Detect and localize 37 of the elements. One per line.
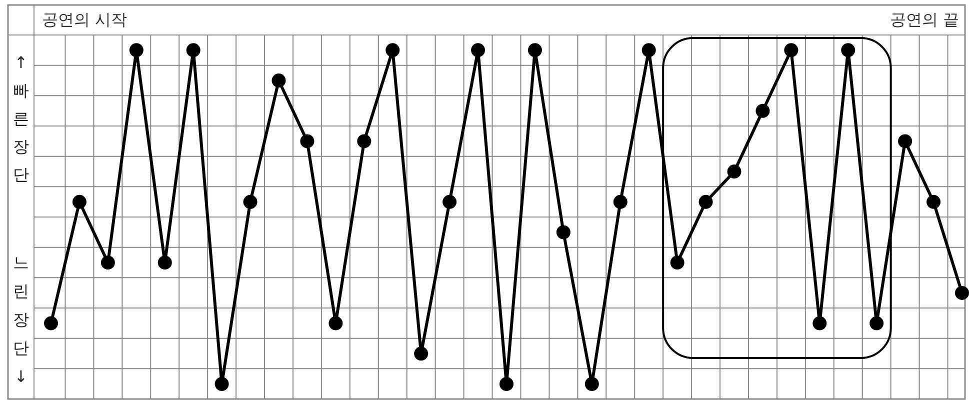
point xyxy=(500,377,514,391)
point xyxy=(812,316,827,330)
point xyxy=(727,164,742,179)
point xyxy=(642,43,656,58)
point xyxy=(386,43,400,58)
text: 공연의 끝 xyxy=(890,10,959,29)
point xyxy=(44,316,58,330)
point xyxy=(272,74,286,88)
point xyxy=(186,43,200,58)
point xyxy=(670,256,684,270)
point xyxy=(556,225,570,240)
point xyxy=(471,43,486,58)
text: ↑빠른장단 xyxy=(13,53,29,184)
point xyxy=(841,43,856,58)
point xyxy=(926,194,941,209)
point xyxy=(756,104,770,118)
point xyxy=(442,194,457,209)
point xyxy=(158,256,172,270)
text: 공연의 시작 xyxy=(42,10,128,29)
point xyxy=(328,316,343,330)
point xyxy=(528,43,542,58)
point xyxy=(870,316,884,330)
point xyxy=(784,43,798,58)
point xyxy=(72,194,86,209)
point xyxy=(243,194,258,209)
point xyxy=(357,134,372,148)
point xyxy=(955,286,969,300)
point xyxy=(414,346,428,361)
point xyxy=(898,134,912,148)
point xyxy=(698,194,713,209)
point xyxy=(300,134,314,148)
point xyxy=(584,377,599,391)
point xyxy=(129,43,144,58)
point xyxy=(613,194,628,209)
point xyxy=(100,256,115,270)
text: 느린장단↓ xyxy=(13,253,29,386)
point xyxy=(214,377,229,391)
